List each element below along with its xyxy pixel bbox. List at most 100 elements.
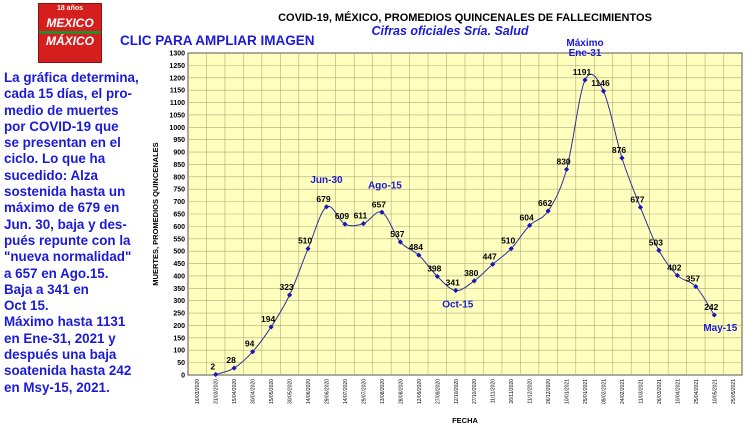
chart-subtitle: Cifras oficiales Sría. Salud bbox=[371, 24, 528, 38]
logo[interactable]: 18 años MEXICO MÁXICO bbox=[38, 3, 102, 63]
y-tick-label: 550 bbox=[173, 236, 185, 243]
x-tick-label: 30/05/2020 bbox=[288, 379, 294, 404]
y-tick-label: 750 bbox=[173, 187, 185, 194]
data-label: 447 bbox=[483, 251, 497, 261]
data-point bbox=[286, 292, 293, 298]
logo-stripe bbox=[39, 31, 101, 34]
description-line: La gráfica determina, bbox=[4, 70, 139, 85]
data-label: 679 bbox=[316, 194, 330, 204]
y-tick-label: 800 bbox=[173, 174, 185, 181]
description-line: medio de muertes bbox=[4, 102, 119, 118]
x-tick-label: 26/12/2020 bbox=[546, 379, 552, 404]
data-point bbox=[508, 246, 514, 252]
x-tick-label: 10/01/2021 bbox=[565, 379, 571, 404]
data-label: 323 bbox=[279, 282, 293, 292]
data-label: 537 bbox=[390, 229, 404, 239]
data-point bbox=[305, 246, 311, 252]
description-line: "nueva normalidad" bbox=[4, 249, 132, 265]
x-tick-label: 25/05/2021 bbox=[731, 379, 737, 404]
logo-line-2: MÁXICO bbox=[46, 34, 94, 48]
data-point bbox=[600, 88, 607, 94]
data-point bbox=[674, 272, 680, 279]
y-tick-label: 450 bbox=[173, 261, 185, 268]
data-label: 657 bbox=[372, 199, 386, 209]
description-line: por COVID-19 que bbox=[4, 118, 119, 134]
x-tick-label: 15/04/2020 bbox=[232, 379, 238, 404]
x-tick-label: 27/10/2020 bbox=[472, 379, 478, 404]
y-tick-label: 1200 bbox=[169, 75, 185, 82]
y-tick-label: 900 bbox=[173, 150, 185, 157]
series-line bbox=[215, 73, 715, 375]
data-point bbox=[323, 204, 330, 210]
description-line: cada 15 días, el pro- bbox=[4, 86, 133, 102]
data-label: 503 bbox=[649, 237, 663, 247]
x-tick-label: 09/02/2021 bbox=[602, 379, 608, 404]
annotation-label: Oct-15 bbox=[442, 300, 474, 311]
data-label: 1146 bbox=[591, 78, 610, 88]
x-tick-label: 16/03/2020 bbox=[195, 379, 201, 404]
description-line: Baja a 341 en bbox=[4, 281, 89, 297]
y-tick-label: 200 bbox=[173, 323, 185, 330]
description-line: en Ene-31, 2021 y bbox=[4, 330, 116, 346]
x-tick-label: 25/01/2021 bbox=[583, 379, 589, 404]
data-label: 380 bbox=[464, 268, 478, 278]
data-point bbox=[360, 221, 367, 227]
x-tick-label: 25/04/2021 bbox=[694, 379, 700, 404]
x-tick-label: 15/05/2020 bbox=[269, 379, 275, 404]
x-tick-label: 30/04/2020 bbox=[251, 379, 257, 404]
y-tick-label: 250 bbox=[173, 311, 185, 318]
description-line: después una baja bbox=[4, 347, 117, 363]
data-label: 609 bbox=[335, 211, 349, 221]
y-tick-label: 1000 bbox=[169, 125, 185, 132]
description-line: sucedido: Alza bbox=[4, 167, 98, 183]
data-point bbox=[213, 371, 219, 378]
description-text: La gráfica determina, cada 15 días, el pr… bbox=[4, 70, 152, 396]
description-line: Jun. 30, baja y des- bbox=[4, 216, 127, 232]
logo-line-1: MEXICO bbox=[46, 16, 94, 30]
data-point bbox=[563, 166, 570, 173]
data-label: 484 bbox=[409, 242, 423, 252]
chart-title: COVID-19, MÉXICO, PROMEDIOS QUINCENALES … bbox=[278, 11, 652, 24]
annotation-label: Jun-30 bbox=[310, 175, 343, 186]
data-point bbox=[231, 365, 237, 371]
data-label: 1191 bbox=[573, 67, 592, 77]
x-tick-label: 27/09/2020 bbox=[435, 379, 441, 404]
data-label: 611 bbox=[354, 211, 368, 221]
description-line: ciclo. Lo que ha bbox=[4, 151, 106, 167]
y-tick-label: 500 bbox=[173, 249, 185, 256]
data-point bbox=[471, 278, 477, 284]
x-tick-label: 10/05/2021 bbox=[712, 379, 718, 404]
data-label: 341 bbox=[446, 278, 460, 288]
data-label: 510 bbox=[501, 236, 515, 246]
x-tick-label: 29/06/2020 bbox=[325, 379, 331, 404]
x-tick-label: 14/07/2020 bbox=[343, 379, 349, 404]
y-tick-label: 850 bbox=[173, 162, 185, 169]
x-tick-label: 12/10/2020 bbox=[454, 379, 460, 404]
data-label: 677 bbox=[630, 194, 644, 204]
y-tick-label: 100 bbox=[173, 348, 185, 355]
y-tick-label: 1250 bbox=[169, 63, 185, 70]
data-label: 194 bbox=[261, 314, 275, 324]
data-point bbox=[656, 247, 662, 254]
data-point bbox=[397, 239, 403, 245]
y-tick-label: 400 bbox=[173, 273, 185, 280]
x-tick-label: 28/08/2020 bbox=[398, 379, 404, 404]
data-point bbox=[582, 77, 588, 83]
x-tick-label: 14/06/2020 bbox=[306, 379, 312, 404]
data-label: 402 bbox=[667, 262, 681, 272]
description-line: Máximo hasta 1131 bbox=[4, 314, 126, 330]
description-line: en Msy-15, 2021. bbox=[4, 379, 110, 395]
description-line: sostenida hasta un bbox=[4, 184, 126, 200]
y-tick-label: 50 bbox=[177, 360, 185, 367]
description-line: pués repunte con la bbox=[4, 232, 131, 248]
data-label: 830 bbox=[556, 156, 570, 166]
x-tick-label: 31/03/2020 bbox=[214, 379, 220, 404]
logo-years: 18 años bbox=[56, 5, 84, 12]
data-label: 2 bbox=[210, 362, 215, 372]
x-tick-label: 26/11/2020 bbox=[509, 379, 515, 404]
description-line: Oct 15. bbox=[4, 298, 49, 314]
data-point bbox=[453, 287, 459, 294]
enlarge-image-link[interactable]: CLIC PARA AMPLIAR IMAGEN bbox=[120, 33, 315, 48]
x-tick-label: 26/03/2021 bbox=[657, 379, 663, 404]
data-point bbox=[342, 221, 348, 227]
